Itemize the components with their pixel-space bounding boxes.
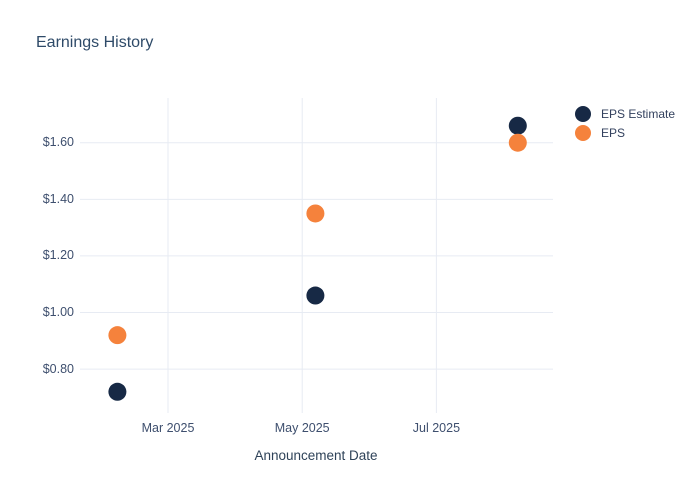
y-tick-label: $1.00 [42,305,74,320]
data-point-eps[interactable] [508,133,527,152]
chart-title: Earnings History [36,34,154,51]
legend-marker-eps-estimate [575,106,591,123]
legend-label: EPS Estimate [601,107,676,122]
y-tick-label: $1.40 [42,191,74,206]
x-tick-label: May 2025 [274,421,330,435]
data-point-eps-estimate[interactable] [306,286,325,305]
y-tick-label: $1.20 [42,248,74,263]
data-point-eps[interactable] [306,204,325,223]
data-point-eps-estimate[interactable] [108,382,127,401]
x-tick-label: Jul 2025 [412,421,461,435]
y-tick-label: $0.80 [42,361,74,376]
legend-label: EPS [601,125,626,140]
legend-item-eps-estimate[interactable]: EPS Estimate [575,105,675,124]
legend: EPS Estimate EPS [575,105,675,142]
data-point-eps[interactable] [108,326,127,345]
x-tick-label: Mar 2025 [141,421,195,435]
x-axis-title: Announcement Date [254,448,378,463]
data-point-eps-estimate[interactable] [508,116,527,135]
y-tick-label: $1.60 [42,135,74,150]
legend-marker-eps [575,124,591,141]
legend-item-eps[interactable]: EPS [575,124,675,143]
